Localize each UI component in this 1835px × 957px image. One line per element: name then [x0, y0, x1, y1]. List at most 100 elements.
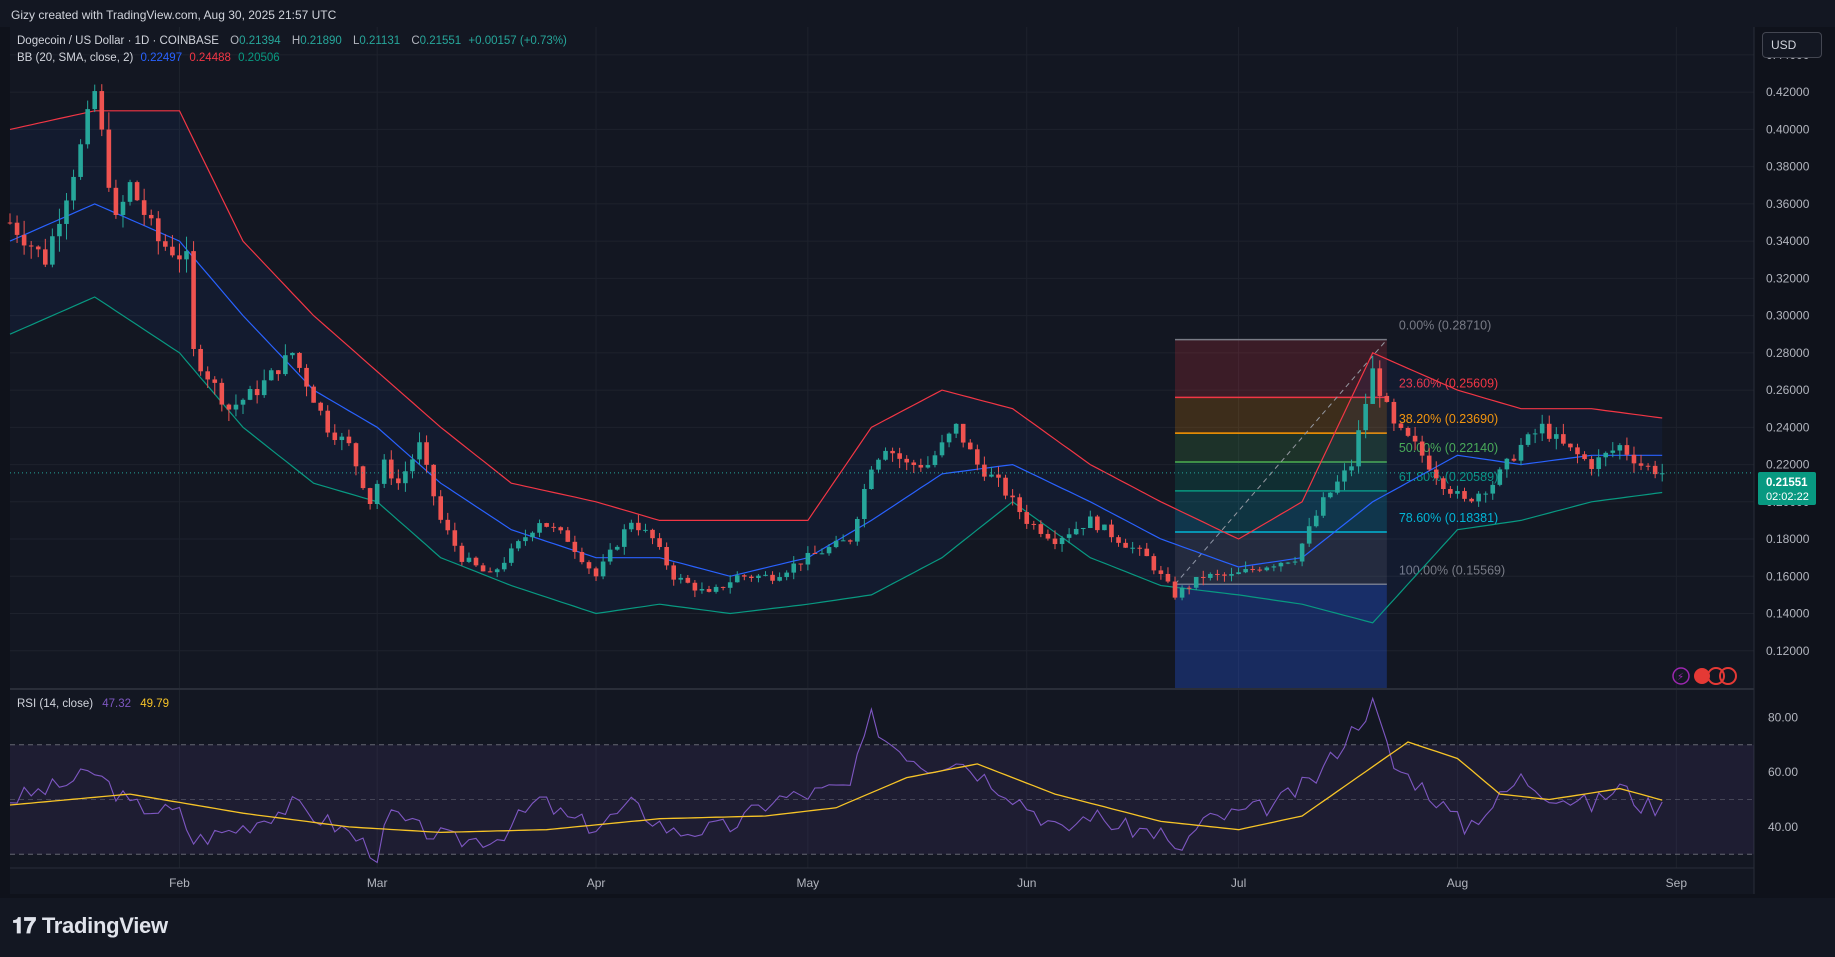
price-tick-label-4: 0.36000	[1766, 197, 1810, 211]
candle-body-32	[233, 404, 239, 410]
candle-body-43	[311, 386, 316, 403]
candle-body-67	[480, 565, 486, 572]
price-tick-label-16: 0.12000	[1766, 644, 1810, 658]
candle-body-18	[134, 182, 140, 201]
bb-upper-value: 0.24488	[189, 52, 231, 64]
candle-body-104	[742, 575, 747, 577]
candle-body-154	[1095, 516, 1100, 531]
fib-level-label-6: 100.00% (0.15569)	[1399, 563, 1505, 577]
candle-body-121	[862, 489, 867, 520]
candle-body-11	[85, 109, 90, 145]
candle-body-115	[819, 553, 825, 555]
candle-body-218	[1546, 423, 1552, 439]
candle-body-72	[516, 541, 521, 549]
candle-body-70	[501, 562, 507, 570]
top-bar: Gizy created with TradingView.com, Aug 3…	[0, 0, 1835, 27]
candle-body-29	[212, 379, 218, 383]
candle-body-86	[614, 546, 620, 550]
candle-body-100	[713, 586, 719, 592]
low-label: L	[352, 35, 360, 47]
candle-body-51	[367, 488, 373, 504]
flag-icon[interactable]	[1694, 668, 1710, 684]
rsi-label: RSI (14, close)	[17, 698, 94, 710]
tradingview-logo-icon: 𝟏𝟕	[12, 913, 36, 938]
bb-lower-value: 0.20506	[238, 52, 280, 64]
candle-body-170	[1208, 573, 1213, 578]
candle-body-187	[1328, 492, 1333, 498]
candle-body-216	[1532, 433, 1538, 435]
candle-body-133	[946, 433, 952, 443]
event-icon[interactable]	[1707, 667, 1725, 685]
candle-body-231	[1638, 463, 1644, 466]
candle-body-232	[1645, 465, 1651, 467]
lightning-icon[interactable]	[1672, 667, 1690, 685]
candle-body-233	[1652, 465, 1658, 475]
candle-body-89	[636, 522, 641, 531]
candle-body-4	[35, 246, 41, 250]
candle-body-228	[1617, 445, 1623, 451]
candle-body-214	[1518, 444, 1524, 461]
candle-body-134	[953, 423, 959, 434]
candle-body-5	[43, 249, 48, 265]
rsi-line	[9, 696, 1663, 864]
candle-body-64	[459, 545, 465, 562]
tradingview-logo[interactable]: 𝟏𝟕 TradingView	[12, 913, 168, 939]
candle-body-97	[692, 582, 698, 591]
candle-body-117	[833, 540, 839, 548]
candle-body-227	[1610, 450, 1616, 453]
candle-body-124	[883, 450, 888, 460]
candle-body-147	[1045, 533, 1051, 539]
chart-background	[10, 27, 1754, 894]
candle-body-111	[791, 563, 797, 573]
candle-body-38	[276, 370, 281, 375]
currency-button[interactable]: USD	[1762, 32, 1822, 58]
candle-body-199	[1412, 435, 1418, 442]
bb-label: BB (20, SMA, close, 2)	[17, 52, 134, 64]
candle-body-81	[579, 551, 585, 563]
candle-body-123	[876, 459, 881, 470]
toolbar-icons[interactable]: ⚡	[1672, 667, 1737, 685]
candle-body-172	[1222, 574, 1227, 576]
candle-body-73	[523, 537, 528, 542]
candle-body-94	[671, 565, 677, 580]
rsi-ma-line	[9, 741, 1663, 834]
bb-lower-line	[9, 296, 1663, 624]
candle-body-66	[473, 557, 479, 566]
candle-body-1	[14, 222, 20, 235]
candle-body-156	[1109, 524, 1114, 538]
candle-body-211	[1497, 469, 1503, 485]
candle-body-77	[551, 526, 556, 528]
fib-level-label-0: 0.00% (0.28710)	[1399, 319, 1491, 333]
event-icon-2[interactable]	[1719, 667, 1737, 685]
candle-body-205	[1455, 491, 1460, 494]
footer	[0, 898, 1835, 957]
candle-body-226	[1603, 452, 1609, 458]
candle-body-42	[304, 367, 309, 387]
candle-body-7	[57, 223, 62, 237]
candle-body-130	[925, 465, 931, 468]
candle-body-224	[1589, 459, 1594, 469]
candle-body-19	[141, 200, 147, 215]
fib-level-label-2: 38.20% (0.23690)	[1399, 412, 1498, 426]
candle-body-126	[897, 453, 902, 459]
candle-body-197	[1398, 423, 1404, 428]
candle-body-210	[1490, 484, 1496, 494]
rsi-ma-value: 49.79	[140, 698, 170, 710]
candle-body-191	[1356, 430, 1361, 467]
candle-body-195	[1384, 395, 1390, 402]
candle-body-163	[1158, 570, 1164, 574]
bb-basis-value: 0.22497	[140, 52, 183, 64]
candle-body-48	[346, 436, 352, 444]
candle-body-204	[1448, 489, 1453, 494]
candle-body-114	[812, 552, 818, 554]
candle-body-69	[494, 569, 500, 573]
candle-body-46	[332, 432, 338, 441]
candle-body-10	[78, 144, 83, 177]
candle-body-203	[1441, 478, 1446, 490]
high-value: 0.21890	[300, 35, 342, 47]
candle-body-139	[989, 474, 994, 477]
high-label: H	[291, 35, 301, 47]
brand-name: TradingView	[41, 913, 168, 938]
last-price-countdown: 02:02:22	[1766, 491, 1809, 503]
